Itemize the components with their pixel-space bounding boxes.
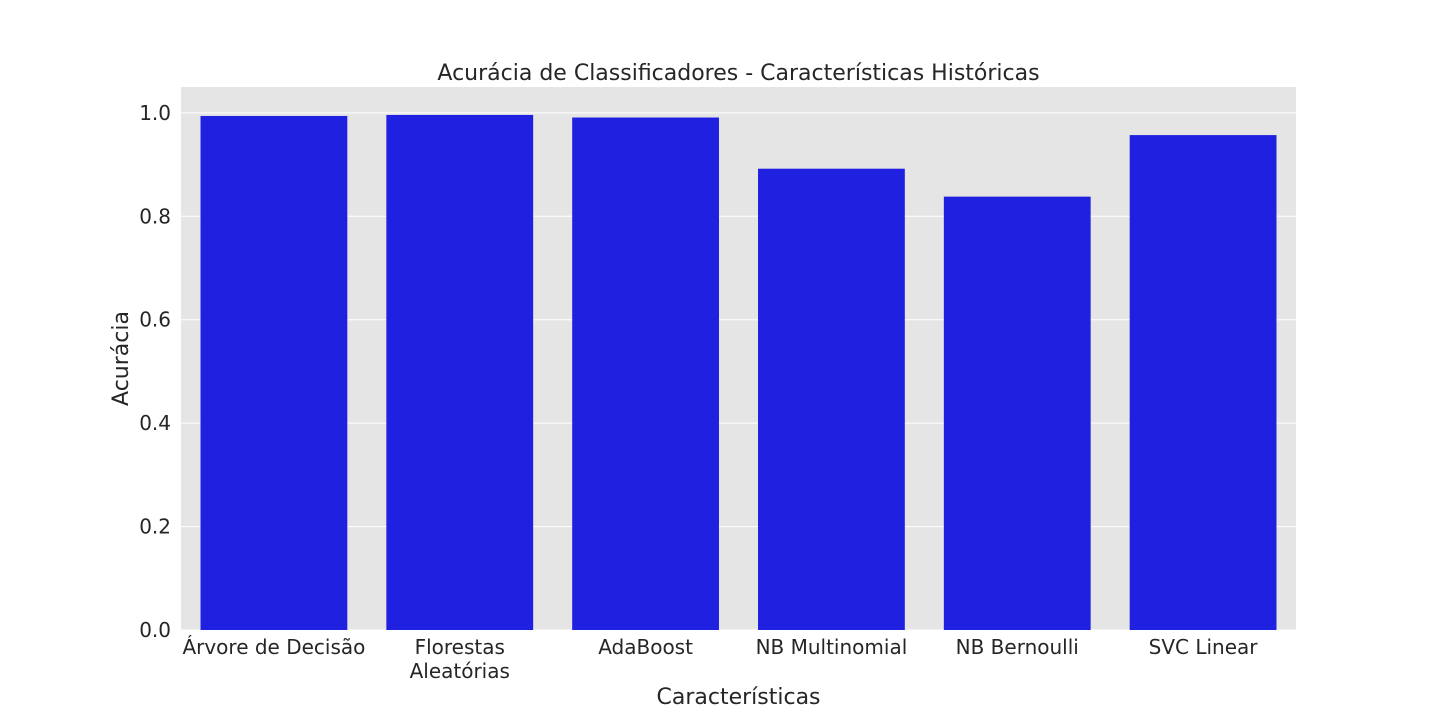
y-tick-label: 1.0 bbox=[139, 101, 171, 125]
x-tick-label-line: Florestas bbox=[415, 635, 505, 659]
x-tick-label-line: Árvore de Decisão bbox=[182, 635, 365, 659]
x-tick-label: Árvore de Decisão bbox=[182, 635, 365, 659]
x-tick-label: NB Bernoulli bbox=[956, 635, 1079, 659]
x-tick-label-line: NB Bernoulli bbox=[956, 635, 1079, 659]
x-tick-label-line: AdaBoost bbox=[598, 635, 693, 659]
gridlines bbox=[181, 112, 1296, 631]
bars bbox=[200, 114, 1277, 631]
x-tick-label-line: Aleatórias bbox=[410, 659, 510, 683]
bar bbox=[200, 115, 348, 630]
y-tick-label: 0.0 bbox=[139, 618, 171, 642]
bar bbox=[386, 114, 534, 630]
chart-title: Acurácia de Classificadores - Caracterís… bbox=[437, 61, 1039, 86]
y-tick-label: 0.2 bbox=[139, 515, 171, 539]
bar bbox=[943, 196, 1091, 631]
x-tick-label-line: SVC Linear bbox=[1149, 635, 1259, 659]
bar bbox=[572, 117, 719, 631]
y-tick-labels: 0.0 0.2 0.4 0.6 0.8 1.0 bbox=[139, 101, 171, 642]
plot-area bbox=[181, 87, 1296, 630]
x-tick-label: NB Multinomial bbox=[756, 635, 908, 659]
bar bbox=[1129, 135, 1277, 630]
y-tick-label: 0.8 bbox=[139, 204, 171, 228]
y-tick-label: 0.4 bbox=[139, 411, 171, 435]
y-axis-label: Acurácia bbox=[109, 311, 134, 406]
x-tick-label: Florestas Aleatórias bbox=[410, 635, 510, 683]
x-tick-label: AdaBoost bbox=[598, 635, 693, 659]
y-tick-label: 0.6 bbox=[139, 308, 171, 332]
bar bbox=[758, 168, 905, 631]
x-tick-label: SVC Linear bbox=[1149, 635, 1259, 659]
x-axis-label: Características bbox=[656, 685, 820, 710]
x-tick-label-line: NB Multinomial bbox=[756, 635, 908, 659]
x-tick-labels: Árvore de Decisão Florestas Aleatórias AdaB… bbox=[182, 635, 1258, 683]
